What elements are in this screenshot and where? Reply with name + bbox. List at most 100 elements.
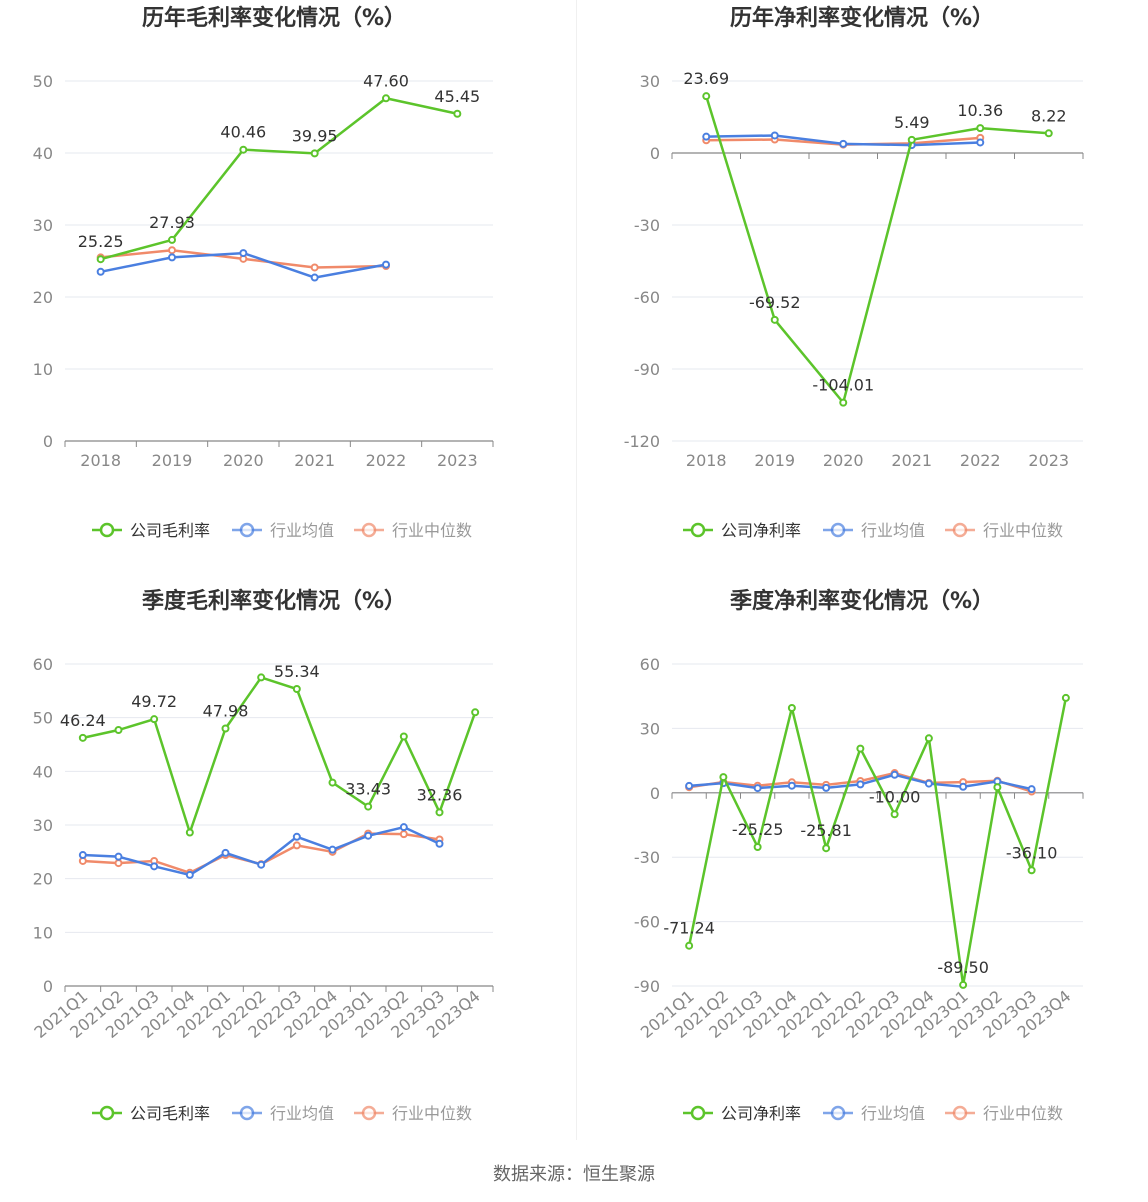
data-point-company: [399, 732, 408, 741]
y-tick-label: 30: [640, 719, 660, 738]
legend-marker: [99, 522, 115, 538]
data-point-industry-avg: [292, 832, 301, 841]
data-point-industry-median: [114, 859, 123, 868]
legend-item-industry-median: 行业中位数: [354, 521, 472, 540]
data-point-industry-avg: [702, 132, 711, 141]
data-point-industry-avg: [787, 781, 796, 790]
data-point-company: [453, 109, 462, 118]
data-label: -69.52: [749, 293, 801, 312]
x-tick-label: 2020: [823, 451, 864, 470]
data-point-industry-avg: [328, 845, 337, 854]
x-tick-label: 2019: [152, 451, 193, 470]
legend-item-company: 公司净利率: [683, 1104, 801, 1123]
x-tick-label: 2022: [366, 451, 407, 470]
x-tick-label: 2021: [294, 451, 335, 470]
data-label: 45.45: [434, 87, 480, 106]
legend-marker: [830, 522, 846, 538]
data-point-company: [221, 724, 230, 733]
y-tick-label: 30: [33, 816, 53, 835]
data-point-industry-avg: [924, 779, 933, 788]
annual-gross-margin-chart: 历年毛利率变化情况（%） 0 10 20 30 40 50 2018 2019 2020 2021 2…: [33, 5, 494, 540]
legend-label: 行业中位数: [983, 1104, 1063, 1123]
legend-label: 公司净利率: [721, 521, 801, 540]
data-label: 8.22: [1031, 106, 1067, 125]
data-label: 47.60: [363, 71, 409, 90]
data-label: 10.36: [957, 101, 1003, 120]
legend-marker: [952, 1105, 968, 1121]
x-tick-label: 2022: [960, 451, 1001, 470]
data-point-company: [907, 135, 916, 144]
data-point-industry-avg: [856, 780, 865, 789]
x-tick-label: 2018: [686, 451, 727, 470]
chart-title: 历年净利率变化情况（%）: [730, 5, 994, 31]
y-tick-label: 40: [33, 762, 53, 781]
data-point-company: [822, 844, 831, 853]
data-point-company: [993, 783, 1002, 792]
y-tick-label: 20: [33, 870, 53, 889]
series-line-company: [82, 675, 477, 837]
legend-item-company: 公司毛利率: [92, 521, 210, 540]
panel-divider: [576, 0, 577, 1140]
series-line-company: [687, 697, 1068, 986]
x-tick-label: 2018: [80, 451, 121, 470]
data-point-company: [787, 704, 796, 713]
quarterly-net-margin-chart: 季度净利率变化情况（%）-90-60-30030602021Q12021Q220…: [634, 588, 1084, 1123]
data-point-industry-avg: [976, 138, 985, 147]
legend-item-company: 公司毛利率: [92, 1104, 210, 1123]
data-point-company: [150, 715, 159, 724]
data-point-industry-avg: [382, 260, 390, 269]
data-point-company: [168, 235, 176, 244]
data-point-company: [702, 92, 711, 101]
data-point-industry-avg: [839, 139, 848, 148]
data-point-industry-avg: [685, 781, 694, 790]
y-tick-label: 30: [640, 72, 660, 91]
y-tick-label: -60: [634, 913, 660, 932]
data-point-company: [1044, 129, 1053, 138]
legend-label: 行业均值: [270, 521, 334, 540]
data-point-industry-avg: [959, 782, 968, 791]
annual-net-margin-chart: 历年净利率变化情况（%） -120 -90 -60 -30 0 30 2018 2019 2020…: [624, 5, 1084, 540]
data-point-industry-avg: [168, 253, 176, 262]
data-point-company: [856, 744, 865, 753]
data-label: -10.00: [869, 787, 921, 806]
data-point-company: [719, 773, 728, 782]
legend-label: 行业中位数: [983, 521, 1063, 540]
legend-item-industry-avg: 行业均值: [823, 521, 925, 540]
data-label: -36.10: [1006, 843, 1058, 862]
legend-marker: [361, 522, 377, 538]
y-tick-label: 10: [33, 360, 53, 379]
data-point-company: [839, 398, 848, 407]
legend-marker: [361, 1105, 377, 1121]
data-point-industry-median: [168, 246, 176, 255]
y-tick-label: -30: [634, 848, 660, 867]
data-point-company: [364, 802, 373, 811]
data-point-company: [890, 810, 899, 819]
data-point-company: [292, 685, 301, 694]
data-point-industry-avg: [221, 848, 230, 857]
data-label: 5.49: [894, 113, 930, 132]
legend-item-industry-avg: 行业均值: [232, 1104, 334, 1123]
y-tick-label: -120: [624, 432, 660, 451]
y-tick-label: 30: [33, 216, 53, 235]
legend-label: 行业均值: [861, 521, 925, 540]
legend-marker: [239, 522, 255, 538]
chart-title: 历年毛利率变化情况（%）: [142, 5, 406, 31]
legend-marker: [830, 1105, 846, 1121]
data-label: 32.36: [417, 785, 463, 804]
legend-label: 公司净利率: [721, 1104, 801, 1123]
legend-item-industry-median: 行业中位数: [945, 1104, 1063, 1123]
data-point-company: [770, 315, 779, 324]
data-label: -25.25: [732, 820, 784, 839]
legend-label: 行业均值: [861, 1104, 925, 1123]
data-point-industry-avg: [114, 852, 123, 861]
data-label: 47.98: [203, 702, 249, 721]
data-point-company: [310, 149, 319, 158]
legend-label: 公司毛利率: [130, 1104, 210, 1123]
data-point-company: [753, 843, 762, 852]
data-label: -25.81: [800, 821, 852, 840]
series-line-company: [100, 96, 458, 261]
data-point-industry-avg: [185, 870, 194, 879]
y-tick-label: -90: [634, 360, 660, 379]
data-point-company: [959, 980, 968, 989]
